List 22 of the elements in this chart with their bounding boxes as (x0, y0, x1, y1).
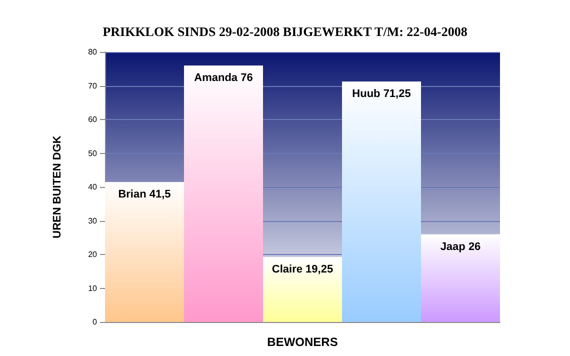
y-axis-title: UREN BUITEN DGK (52, 136, 64, 238)
y-tick-label: 70 (88, 81, 98, 90)
data-label: Claire 19,25 (272, 264, 334, 276)
y-tick-label: 20 (88, 250, 98, 259)
y-tick-label: 0 (92, 318, 98, 326)
bar (421, 234, 500, 322)
y-tick-label: 60 (88, 115, 98, 124)
y-tick-label: 80 (88, 48, 98, 56)
data-label: Huub 71,25 (352, 88, 411, 100)
y-tick-label: 40 (88, 182, 98, 192)
data-label: Brian 41,5 (118, 188, 171, 200)
y-tick-label: 50 (88, 148, 98, 158)
data-label: Amanda 76 (194, 72, 253, 84)
bar (342, 82, 421, 322)
chart-title: PRIKKLOK SINDS 29-02-2008 BIJGEWERKT T/M: 22-04-2008 (102, 24, 468, 39)
y-tick-label: 10 (88, 284, 98, 293)
bar (105, 182, 184, 322)
bar (263, 257, 342, 322)
x-axis-title: BEWONERS (267, 335, 338, 349)
y-tick-label: 30 (88, 216, 98, 226)
data-label: Jaap 26 (440, 240, 481, 253)
bar (184, 66, 263, 322)
